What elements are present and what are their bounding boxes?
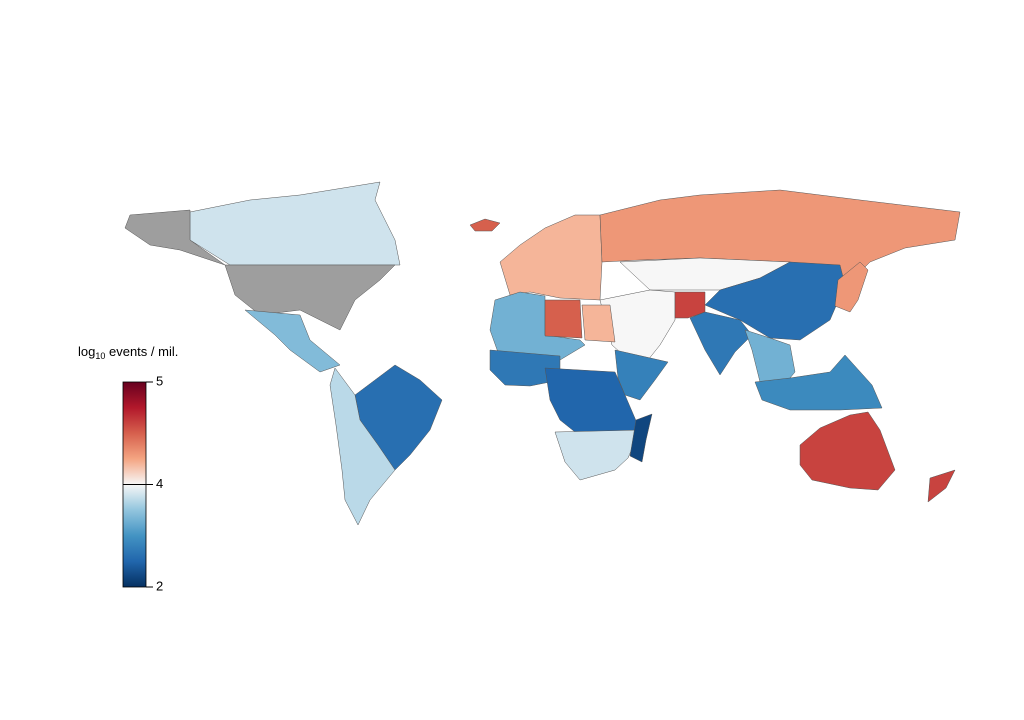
country-region	[554, 429, 641, 481]
country-region	[224, 264, 396, 331]
country-region	[544, 299, 583, 339]
country-region	[834, 261, 869, 313]
regions	[124, 181, 961, 526]
country-region	[754, 354, 883, 411]
country-region	[599, 189, 961, 293]
legend-title-prefix: log	[78, 344, 95, 359]
country-region	[689, 311, 753, 376]
legend-title-suffix: events / mil.	[105, 344, 178, 359]
colorbar-tick-label: 2	[156, 578, 163, 593]
country-region	[927, 469, 956, 503]
country-region	[614, 349, 669, 401]
country-region	[674, 291, 706, 319]
country-region	[124, 209, 226, 266]
country-region	[704, 261, 846, 341]
legend-title-subscript: 10	[95, 351, 105, 361]
colorbar-tick-label: 5	[156, 373, 163, 388]
country-region	[799, 411, 896, 491]
legend-title: log10 events / mil.	[78, 344, 178, 361]
country-region	[189, 181, 401, 266]
colorbar-tick-label: 4	[156, 476, 163, 491]
country-region	[581, 304, 616, 343]
country-region	[469, 218, 501, 232]
country-region	[329, 367, 396, 526]
country-region	[489, 349, 561, 387]
country-region	[629, 413, 653, 463]
country-region	[489, 291, 586, 361]
country-region	[499, 214, 603, 301]
country-region	[244, 309, 341, 373]
